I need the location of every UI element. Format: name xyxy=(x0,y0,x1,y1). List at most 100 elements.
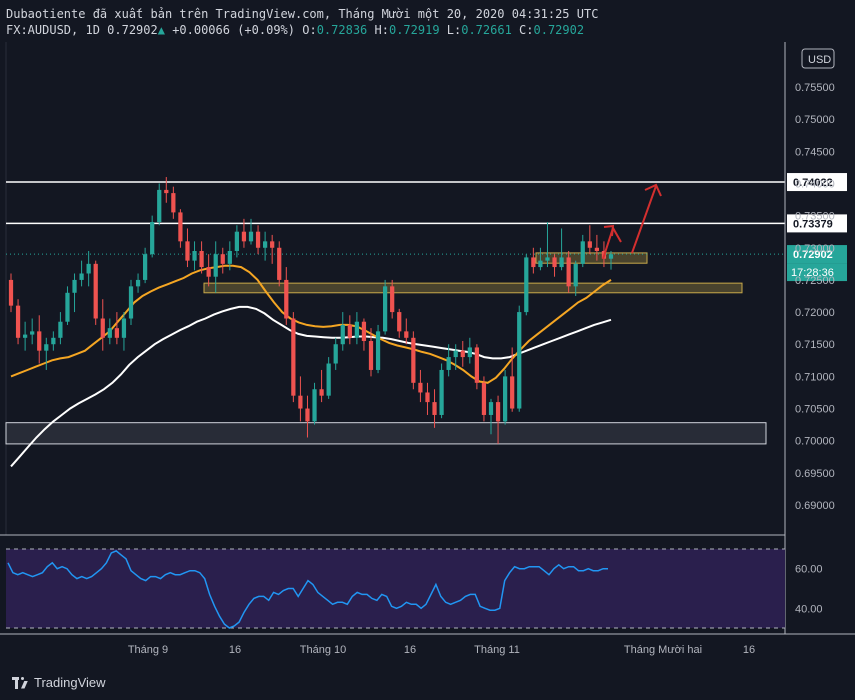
high-label: H: xyxy=(374,23,389,37)
y-tick-label: 0.75000 xyxy=(795,114,835,126)
candle-body xyxy=(277,247,282,280)
x-tick-label: 16 xyxy=(229,644,241,656)
candle-body xyxy=(192,250,197,261)
candle-body xyxy=(8,279,14,306)
y-tick-label: 0.73500 xyxy=(795,211,835,223)
upper-zone xyxy=(535,252,648,264)
y-tick-label: 0.71000 xyxy=(795,371,835,383)
candle-body xyxy=(72,279,77,293)
candle-body xyxy=(397,312,402,332)
candle-body xyxy=(44,344,49,351)
tradingview-logo-icon xyxy=(12,676,28,689)
candle-body xyxy=(86,263,91,274)
support-zone xyxy=(5,422,767,445)
candle-body xyxy=(446,357,451,370)
current-price-tag xyxy=(787,245,847,264)
candle-body xyxy=(411,337,416,383)
close-value: 0.72902 xyxy=(533,23,585,37)
candle-body xyxy=(460,350,465,358)
candle-body xyxy=(340,324,345,345)
candle-body xyxy=(291,318,296,396)
ohlc-legend: FX:AUDUSD, 1D 0.72902▲ +0.00066 (+0.09%)… xyxy=(6,22,598,38)
x-tick-label: 16 xyxy=(404,644,416,656)
candle-body xyxy=(248,231,254,242)
candle-body xyxy=(65,292,70,322)
rsi-line xyxy=(7,550,608,629)
y-tick-label: 0.73000 xyxy=(795,243,835,255)
low-value: 0.72661 xyxy=(461,23,512,37)
low-label: L: xyxy=(446,23,462,37)
candle-body xyxy=(404,331,409,338)
candle-body xyxy=(178,212,183,242)
current-price-label: 0.72902 xyxy=(793,249,833,261)
candle-body xyxy=(199,250,204,268)
candle-body xyxy=(559,257,564,268)
change-arrow-icon: ▲ xyxy=(157,23,165,37)
candle-body xyxy=(37,331,42,351)
level-price-label: 0.73379 xyxy=(793,218,833,230)
y-tick-label: 0.75500 xyxy=(795,82,835,94)
forecast-arrow-2 xyxy=(631,185,657,254)
footer: TradingView xyxy=(0,667,855,700)
candle-body xyxy=(481,382,487,415)
level-price-tag xyxy=(787,214,847,233)
symbol-label: FX:AUDUSD, 1D 0.72902 xyxy=(6,23,158,37)
rsi-band xyxy=(6,548,785,629)
y-tick-label: 0.74500 xyxy=(795,146,835,158)
candle-body xyxy=(30,331,35,335)
y-tick-label: 0.72000 xyxy=(795,307,835,319)
candle-body xyxy=(319,389,324,396)
currency-badge xyxy=(801,48,835,69)
candle-body xyxy=(333,344,338,364)
x-tick-label: 16 xyxy=(743,644,755,656)
candle-body xyxy=(114,328,119,338)
candle-body xyxy=(150,222,155,255)
candle-body xyxy=(368,341,374,370)
y-tick-label: 0.70500 xyxy=(795,404,835,416)
forecast-arrow-2-head xyxy=(644,183,662,197)
candle-body xyxy=(538,260,543,268)
publish-info: Dubaotiente đã xuất bản trên TradingView… xyxy=(6,7,599,21)
tradingview-logo[interactable]: TradingView xyxy=(12,675,106,690)
candle-body xyxy=(453,350,458,358)
candle-body xyxy=(552,257,557,268)
candle-body xyxy=(227,250,232,264)
candle-body xyxy=(545,257,550,261)
candle-body xyxy=(157,189,162,223)
candle-body xyxy=(234,231,239,251)
candle-body xyxy=(573,263,578,287)
rsi-tick-label: 60.00 xyxy=(795,564,823,576)
candle-body xyxy=(488,402,494,415)
candle-body xyxy=(608,254,614,259)
close-label: C: xyxy=(519,23,534,37)
candle-body xyxy=(241,231,247,242)
candle-body xyxy=(439,369,444,415)
candle-body xyxy=(213,254,218,277)
tradingview-brand: TradingView xyxy=(34,675,106,690)
candle-body xyxy=(135,279,141,287)
candle-body xyxy=(171,193,176,213)
y-tick-label: 0.69000 xyxy=(795,500,835,512)
y-tick-label: 0.70000 xyxy=(795,436,835,448)
candle-body xyxy=(510,376,515,409)
candle-body xyxy=(263,241,268,248)
y-tick-label: 0.72500 xyxy=(795,275,835,287)
candle-body xyxy=(185,241,190,261)
forecast-arrow-1-head xyxy=(603,224,615,237)
currency-label: USD xyxy=(808,54,831,66)
y-tick-label: 0.69500 xyxy=(795,468,835,480)
candle-body xyxy=(383,286,388,332)
open-label: O: xyxy=(302,23,317,37)
candle-body xyxy=(361,321,367,342)
level-price-tag xyxy=(787,173,847,192)
candle-body xyxy=(107,328,112,338)
candle-body xyxy=(524,257,529,313)
y-tick-label: 0.71500 xyxy=(795,339,835,351)
candle-body xyxy=(93,263,98,319)
candle-body xyxy=(15,305,21,338)
candle-body xyxy=(255,231,261,248)
candle-body xyxy=(375,331,381,370)
candle-body xyxy=(164,189,169,194)
candle-body xyxy=(270,241,275,248)
candle-body xyxy=(474,347,479,383)
